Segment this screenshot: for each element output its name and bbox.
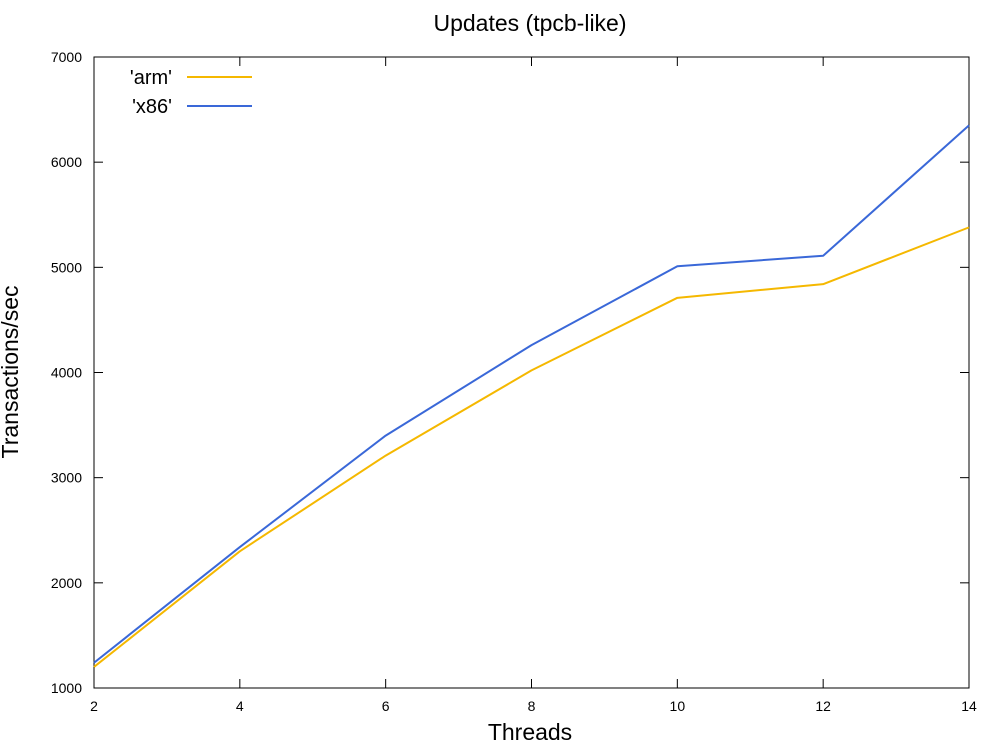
x-tick-label: 4 [236, 698, 244, 714]
x-tick-label: 12 [815, 698, 831, 714]
y-tick-label: 5000 [51, 259, 82, 275]
x-tick-label: 6 [382, 698, 390, 714]
series-line-1 [93, 124, 970, 664]
legend: 'arm' 'x86' [130, 67, 252, 118]
x-tick-label: 8 [528, 698, 536, 714]
x-tick-label: 2 [90, 698, 98, 714]
y-tick-label: 6000 [51, 154, 82, 170]
series-line-0 [93, 226, 970, 668]
y-tick-label: 3000 [51, 470, 82, 486]
y-tick-label: 4000 [51, 365, 82, 381]
y-tick-label: 7000 [51, 49, 82, 65]
axis-ticks: 1000 2000 3000 4000 5000 6000 7000 2 4 6 8 10 12 14 [51, 49, 977, 714]
x-axis-label: Threads [488, 719, 572, 745]
legend-label-0: 'arm' [130, 67, 172, 89]
chart-title: Updates (tpcb-like) [433, 10, 626, 36]
y-axis-label: Transactions/sec [0, 286, 23, 459]
y-tick-label: 2000 [51, 575, 82, 591]
y-tick-label: 1000 [51, 680, 82, 696]
plot-area [93, 56, 970, 689]
x-tick-label: 10 [670, 698, 686, 714]
legend-label-1: 'x86' [132, 96, 172, 118]
series-lines [93, 124, 970, 668]
x-tick-label: 14 [961, 698, 977, 714]
